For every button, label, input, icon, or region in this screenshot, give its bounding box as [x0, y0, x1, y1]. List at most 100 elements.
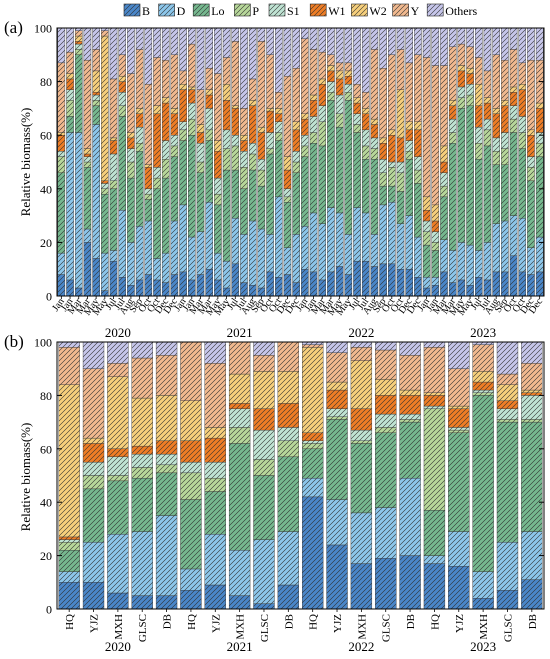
panel-a-bar-s1-27 [292, 151, 300, 163]
panel-a-bar-p-49 [483, 129, 492, 147]
panel-b-year-label: 2020 [105, 639, 131, 654]
panel-b-bar-b-16 [448, 566, 470, 610]
panel-b-bar-w2-12 [350, 360, 373, 409]
panel-a-bar-p-45 [448, 132, 457, 144]
panel-a-bar-p-13 [170, 145, 179, 157]
panel-b-bar-w1-12 [350, 408, 373, 431]
panel-a-bar-y-6 [109, 78, 118, 139]
panel-a-bar-w2-47 [466, 67, 474, 74]
panel-a-bar-w2-52 [509, 86, 518, 93]
panel-a-bar-w1-45 [448, 105, 457, 120]
panel-a-bar-lo-53 [518, 148, 527, 219]
panel-a-bar-w1-50 [492, 113, 500, 139]
panel-a-bar-y-4 [92, 49, 100, 72]
panel-a-bar-y-28 [301, 38, 309, 114]
panel-a-bar-b-24 [266, 271, 274, 297]
panel-b-bar-others-6 [204, 341, 226, 364]
panel-a-bar-w1-10 [144, 167, 153, 190]
panel-b-bar-y-16 [448, 368, 470, 407]
panel-a-bar-others-6 [109, 27, 118, 80]
panel-b-bar-b-12 [350, 563, 373, 610]
panel-a-bar-b-31 [327, 271, 335, 297]
panel-a-bar-lo-16 [196, 172, 205, 232]
panel-a-bar-others-47 [466, 27, 474, 47]
panel-a-bar-w2-31 [327, 65, 335, 72]
panel-a-bar-d-43 [431, 277, 440, 286]
panel-a-bar-s1-43 [431, 231, 440, 243]
panel-a-bar-p-16 [196, 161, 205, 173]
panel-a-bar-w2-50 [492, 108, 500, 114]
panel-a-bar-y-29 [309, 49, 318, 96]
panel-b-bar-d-1 [82, 542, 105, 583]
panel-a-bar-s1-0 [57, 151, 66, 157]
panel-b-bar-lo-9 [277, 456, 299, 532]
panel-a-bar-p-24 [266, 148, 274, 155]
panel-b-bar-s1-16 [448, 427, 470, 431]
panel-a-bar-s1-26 [283, 188, 292, 198]
panel-b-bar-b-5 [180, 590, 202, 610]
panel-b-bar-w2-10 [302, 347, 324, 433]
panel-b-bar-others-3 [131, 341, 153, 359]
panel-a-bar-y-50 [492, 54, 500, 109]
panel-a-bar-y-43 [431, 65, 440, 206]
panel-a-bar-others-13 [170, 27, 179, 55]
panel-b-bar-others-16 [448, 341, 470, 369]
panel-a-bar-b-38 [388, 263, 396, 297]
panel-a-bar-b-39 [396, 269, 405, 297]
panel-b-bar-w2-9 [277, 371, 299, 404]
panel-b-bar-y-8 [253, 355, 275, 372]
panel-a-bar-s1-42 [422, 220, 431, 232]
panel-a-bar-w2-37 [379, 137, 387, 144]
panel-b-bar-p-5 [180, 472, 202, 500]
panel-a-bar-lo-40 [405, 159, 413, 216]
panel-b-bar-y-5 [180, 341, 202, 401]
panel-b-bar-y-19 [521, 363, 543, 391]
panel-a-bar-others-15 [188, 27, 196, 45]
legend: B D Lo P S1 W1 W2 Y Others [123, 3, 478, 18]
panel-b-bar-b-7 [228, 595, 251, 610]
panel-b-x-tick-label: YJZ [454, 614, 466, 633]
panel-a-y-axis-title: Relative biomass(%) [18, 108, 33, 217]
panel-a-bar-others-46 [457, 27, 466, 45]
panel-b-bar-d-0 [58, 571, 80, 583]
panel-a-bar-others-43 [431, 27, 440, 66]
panel-b-bar-b-10 [302, 496, 324, 610]
panel-a-bar-b-8 [127, 285, 135, 297]
panel-b-bar-b-6 [204, 584, 226, 610]
panel-b-bar-y-18 [496, 373, 519, 385]
panel-a-bar-w2-54 [527, 129, 535, 136]
panel-a-bar-d-7 [118, 210, 126, 278]
panel-b-bar-s1-17 [472, 389, 494, 393]
panel-b-bar-b-17 [472, 598, 494, 610]
panel-b-bar-w2-15 [423, 392, 446, 396]
panel-a-bar-d-13 [170, 220, 179, 275]
panel-a-bar-s1-14 [179, 121, 187, 131]
panel-b-bar-s1-19 [521, 395, 543, 420]
panel-a-bar-d-53 [518, 218, 527, 273]
panel-a-bar-lo-15 [188, 134, 196, 238]
panel-a-bar-p-42 [422, 231, 431, 246]
panel-b-bar-d-13 [375, 507, 397, 559]
panel-b-bar-others-13 [375, 341, 397, 351]
panel-a-bar-w2-34 [353, 97, 361, 104]
panel-a-bar-y-3 [83, 59, 92, 149]
panel-a-bar-others-30 [318, 27, 327, 53]
panel-b-bar-p-13 [375, 427, 397, 433]
panel-a-bar-lo-20 [231, 169, 240, 219]
panel-a-bar-b-18 [214, 279, 222, 297]
legend-swatch-hatch [158, 4, 175, 16]
panel-a-bar-b-2 [74, 287, 83, 297]
panel-a-bar-y-31 [327, 54, 335, 66]
panel-b-bar-lo-12 [350, 443, 373, 514]
panel-a-bar-s1-40 [405, 140, 413, 152]
panel-a-bar-s1-41 [414, 156, 422, 171]
panel-a-bar-lo-46 [457, 108, 466, 243]
panel-a-bar-y-20 [231, 41, 240, 106]
panel-b-x-tick-label: HQ [429, 614, 441, 630]
panel-a-bar-d-17 [205, 201, 213, 270]
panel-b-bar-lo-4 [155, 472, 178, 516]
panel-a-bar-y-10 [144, 84, 153, 165]
panel-a-bar-others-29 [309, 27, 318, 50]
panel-b-x-tick-label: HQ [186, 614, 198, 630]
panel-a-bar-b-30 [318, 279, 327, 297]
